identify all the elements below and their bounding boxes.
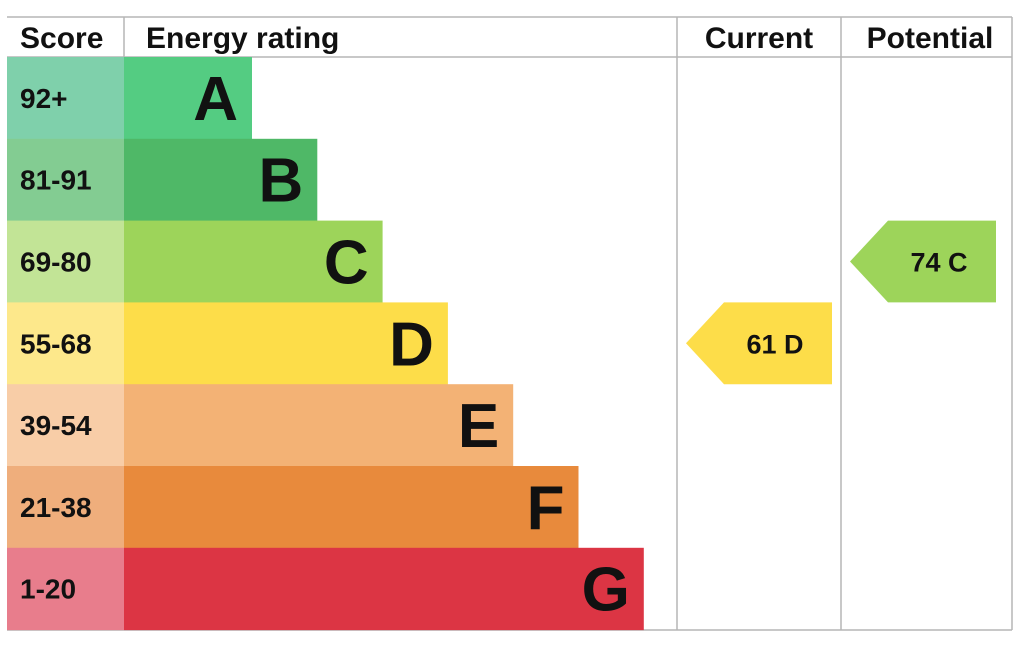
score-range-d: 55-68 — [20, 328, 92, 359]
score-range-c: 69-80 — [20, 247, 92, 278]
potential-rating-value: 74 C — [910, 248, 967, 278]
rating-bar-c — [124, 220, 383, 303]
score-range-a: 92+ — [20, 83, 68, 114]
rating-letter-g: G — [582, 556, 630, 625]
rating-letter-d: D — [389, 310, 434, 379]
score-range-f: 21-38 — [20, 492, 92, 523]
rating-letter-b: B — [259, 147, 304, 216]
score-cell-d — [7, 302, 124, 385]
current-rating-arrow — [686, 302, 832, 385]
header-potential: Potential — [867, 22, 994, 55]
header-score: Score — [20, 22, 103, 55]
current-rating-value: 61 D — [746, 329, 803, 359]
rating-bar-f — [124, 466, 579, 549]
rating-bar-g — [124, 547, 644, 631]
score-cell-b — [7, 138, 124, 222]
score-cell-a — [7, 57, 124, 140]
rating-arrows: 61 D 74 C — [686, 220, 996, 385]
rating-bar-b — [124, 138, 318, 222]
score-cell-e — [7, 384, 124, 467]
rating-letter-e: E — [458, 392, 499, 461]
rating-letter-f: F — [527, 474, 565, 543]
header-energy-rating: Energy rating — [146, 22, 339, 55]
score-range-b: 81-91 — [20, 165, 92, 196]
rating-letter-c: C — [324, 229, 369, 298]
header-current: Current — [705, 22, 813, 55]
rating-bar-d — [124, 302, 448, 385]
score-range-e: 39-54 — [20, 410, 92, 441]
score-range-g: 1-20 — [20, 574, 76, 605]
rating-letter-a: A — [193, 65, 238, 134]
rating-bar-e — [124, 384, 514, 467]
score-cell-g — [7, 547, 124, 631]
score-cell-c — [7, 220, 124, 303]
score-cell-f — [7, 466, 124, 549]
rating-bands: 92+ A 81-91 B 69-80 C 55-68 D 39-54 E 21-38 F 1-20 G — [7, 57, 644, 631]
rating-bar-a — [124, 57, 252, 140]
potential-rating-arrow — [850, 220, 996, 303]
